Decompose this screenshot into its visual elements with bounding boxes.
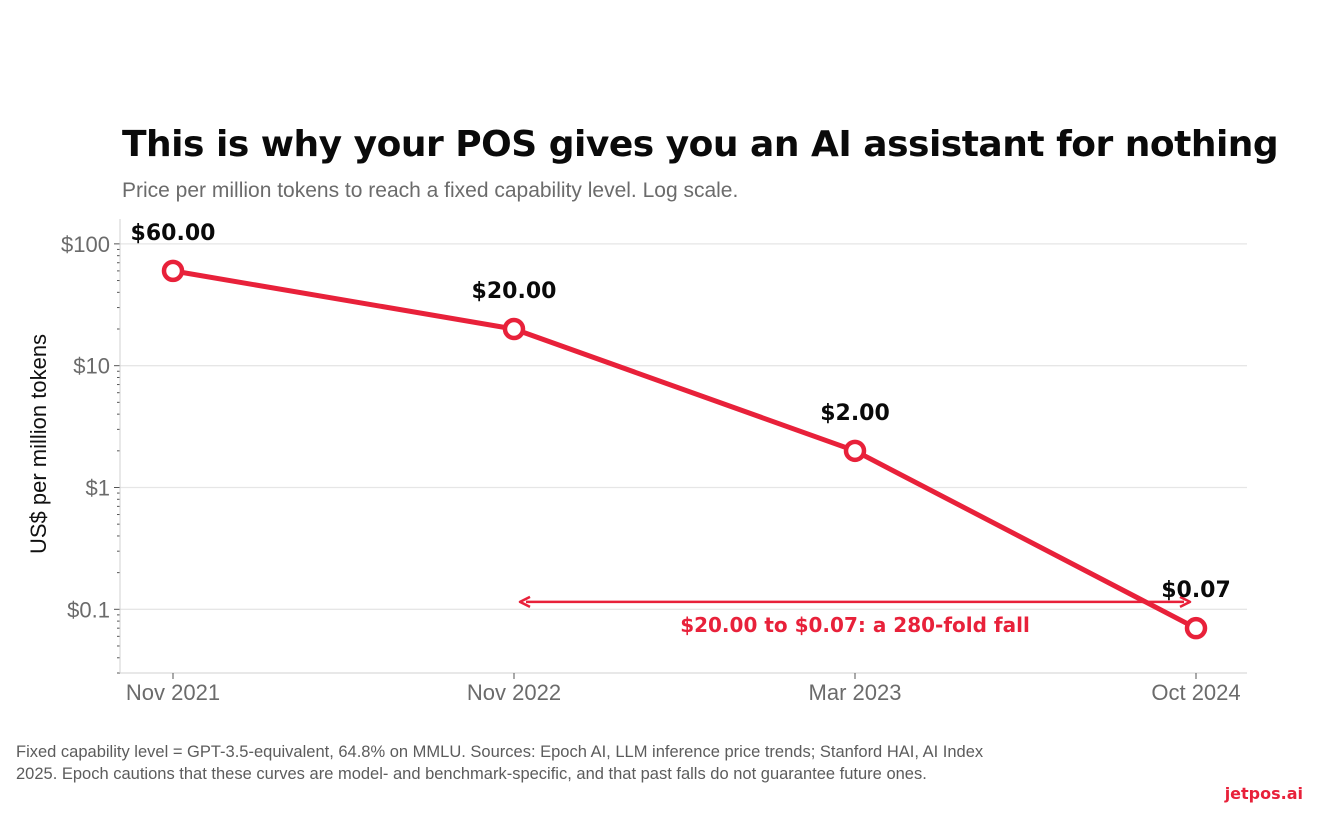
source-note: Fixed capability level = GPT-3.5-equival… — [16, 743, 984, 783]
x-tick-label: Mar 2023 — [809, 680, 902, 705]
data-label: $20.00 — [472, 279, 557, 304]
chart-subtitle: Price per million tokens to reach a fixe… — [122, 179, 739, 202]
annotation-text: $20.00 to $0.07: a 280-fold fall — [680, 613, 1030, 637]
brand-logo-text[interactable]: jetpos.ai — [1224, 784, 1303, 803]
x-tick-label: Nov 2021 — [126, 680, 220, 705]
data-point — [843, 439, 867, 463]
series-line — [170, 268, 1199, 631]
x-tick-label: Nov 2022 — [467, 680, 561, 705]
data-label: $0.07 — [1161, 578, 1231, 603]
y-tick-label: $10 — [73, 354, 110, 379]
data-point — [1184, 616, 1208, 640]
y-tick-label: $1 — [86, 475, 110, 500]
chart-title: This is why your POS gives you an AI ass… — [122, 124, 1279, 165]
y-tick-label: $100 — [61, 232, 110, 257]
x-tick-label: Oct 2024 — [1151, 680, 1240, 705]
data-point — [161, 259, 185, 283]
data-point — [502, 317, 526, 341]
y-axis-label: US$ per million tokens — [26, 334, 51, 554]
annotation-arrowhead-right — [1179, 595, 1192, 609]
data-label: $2.00 — [820, 401, 890, 426]
annotation-arrowhead-left — [518, 595, 531, 609]
data-label: $60.00 — [131, 221, 216, 246]
y-tick-label: $0.1 — [67, 597, 110, 622]
